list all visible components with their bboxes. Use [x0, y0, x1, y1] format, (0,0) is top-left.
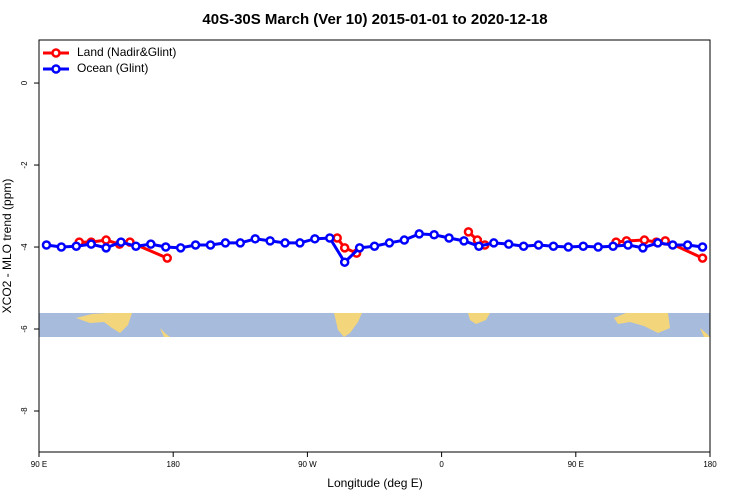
data-point	[667, 240, 678, 250]
chart-title: 40S-30S March (Ver 10) 2015-01-01 to 202…	[202, 11, 547, 28]
x-tick-label: 0	[439, 460, 444, 469]
data-point	[339, 257, 350, 267]
data-point	[265, 236, 275, 246]
data-point	[295, 238, 305, 248]
data-point	[86, 239, 96, 249]
data-point	[489, 238, 499, 248]
data-point	[682, 240, 693, 250]
data-point	[162, 253, 172, 263]
data-point	[339, 243, 350, 253]
y-tick-label: -4	[20, 243, 29, 251]
x-tick-label: 90 W	[298, 460, 317, 469]
data-point	[533, 240, 544, 250]
data-point	[56, 242, 67, 252]
data-point	[235, 238, 246, 248]
data-point	[697, 242, 708, 252]
data-point	[146, 239, 156, 249]
data-point	[250, 234, 260, 244]
data-point	[697, 253, 708, 263]
data-point	[623, 240, 633, 250]
legend-marker	[51, 64, 61, 74]
data-point	[653, 238, 663, 248]
data-point	[220, 238, 231, 248]
data-point	[175, 243, 186, 253]
data-point	[354, 243, 365, 253]
y-tick-label: -2	[20, 161, 29, 169]
data-point	[429, 229, 439, 240]
legend-label: Ocean (Glint)	[77, 61, 148, 75]
data-point	[131, 241, 141, 251]
data-point	[101, 235, 111, 245]
plot-frame	[38, 39, 711, 453]
data-point	[608, 241, 618, 251]
data-point	[280, 238, 290, 248]
data-point	[593, 242, 603, 252]
y-tick-label: -8	[20, 407, 29, 415]
data-point	[41, 240, 52, 250]
x-tick-label: 90 E	[31, 460, 47, 469]
y-axis-label: XCO2 - MLO trend (ppm)	[0, 179, 14, 314]
data-point	[639, 235, 650, 245]
x-tick-label: 180	[167, 460, 181, 469]
map-strip	[39, 313, 710, 337]
x-tick-label: 180	[703, 460, 717, 469]
data-point	[101, 243, 111, 253]
data-point	[332, 233, 342, 243]
data-point	[503, 239, 514, 249]
data-point	[518, 241, 529, 251]
data-point	[310, 234, 320, 244]
data-point	[563, 242, 574, 252]
legend-marker	[51, 48, 61, 58]
legend-label: Land (Nadir&Glint)	[77, 45, 176, 59]
data-point	[399, 235, 410, 245]
data-point	[116, 237, 126, 247]
data-point	[548, 241, 559, 251]
data-point	[325, 233, 335, 243]
data-point	[369, 241, 380, 251]
data-point	[463, 227, 474, 237]
data-point	[190, 240, 201, 250]
data-point	[205, 240, 216, 250]
data-point	[414, 229, 424, 239]
data-point	[459, 236, 469, 246]
y-tick-label: 0	[20, 80, 29, 85]
data-point	[578, 241, 589, 251]
data-point	[160, 242, 171, 252]
data-point	[444, 233, 454, 243]
data-point	[384, 238, 395, 248]
data-point	[638, 243, 648, 253]
x-tick-label: 90 E	[568, 460, 584, 469]
x-axis-label: Longitude (deg E)	[327, 476, 422, 490]
data-point	[71, 241, 82, 251]
data-point	[474, 241, 484, 251]
y-tick-label: -6	[20, 325, 29, 333]
